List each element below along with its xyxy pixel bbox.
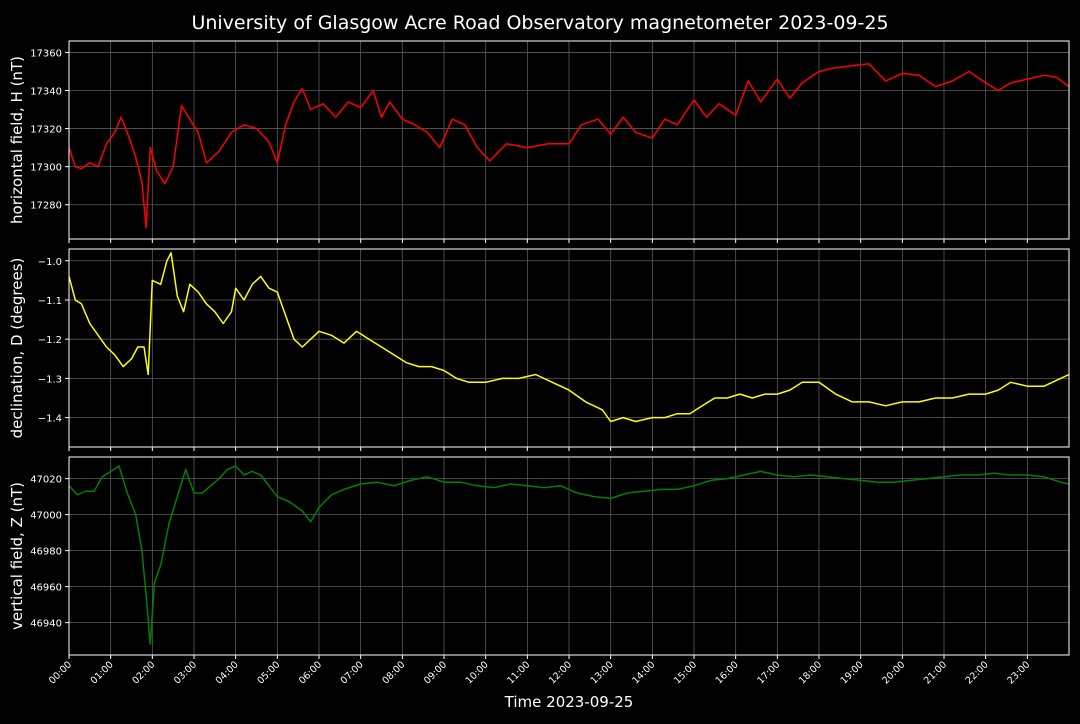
y-tick-label: 46960 [30,583,62,594]
y-tick-label: −1.1 [38,296,62,307]
panel-frame [68,248,1070,448]
x-axis-label: Time 2023-09-25 [504,693,634,711]
panel-3: 46940 46960 46980 47000 47020 vertical field,… [8,456,1070,659]
series-line [68,63,1070,229]
y-tick-label: −1.2 [38,335,62,346]
y-tick-label: 17360 [30,48,62,59]
y-tick-label: 17340 [30,87,62,98]
y-tick-label: 17320 [30,125,62,136]
series-line [68,252,1070,423]
y-tick-label: −1.3 [38,374,62,385]
y-tick-label: 46980 [30,547,62,558]
y-tick-label: 17280 [30,201,62,212]
y-tick-label: 47000 [30,511,62,522]
y-axis-label: horizontal field, H (nT) [8,56,26,224]
chart-title: University of Glasgow Acre Road Observat… [191,12,888,34]
y-axis-label: declination, D (degrees) [8,258,26,439]
y-tick-label: −1.0 [38,257,62,268]
y-tick-label: 46940 [30,619,62,630]
y-tick-label: −1.4 [38,414,62,425]
y-tick-label: 17300 [30,163,62,174]
y-tick-label: 47020 [30,475,62,486]
series-line [68,465,1070,645]
panel-2: −1.0 −1.1 −1.2 −1.3 −1.4 declination, D (degr… [8,248,1070,451]
panel-frame [68,456,1070,656]
panel-frame [68,40,1070,240]
y-axis-label: vertical field, Z (nT) [8,482,26,630]
panel-1: 17280 17300 17320 17340 17360 horizontal fiel… [8,40,1070,243]
